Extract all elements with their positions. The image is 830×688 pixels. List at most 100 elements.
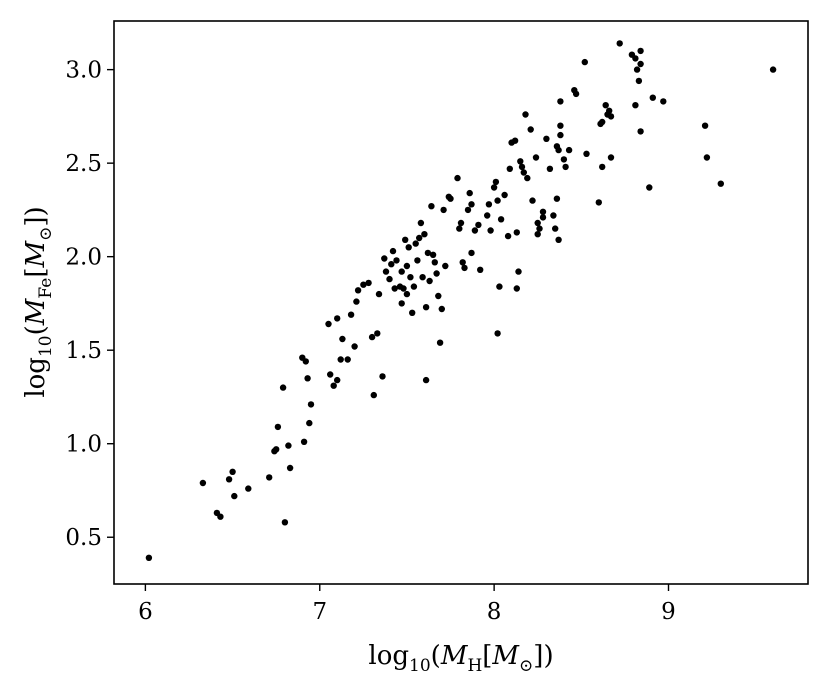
x-tick-label: 7: [312, 599, 327, 625]
data-point: [426, 277, 433, 285]
data-point: [382, 268, 390, 275]
data-point: [560, 156, 568, 163]
data-point: [599, 118, 606, 126]
data-point: [354, 287, 362, 294]
data-point: [557, 131, 564, 139]
data-point: [281, 519, 289, 526]
data-point: [436, 339, 444, 346]
data-point: [501, 191, 508, 199]
data-point: [402, 236, 409, 243]
data-point: [581, 58, 588, 66]
data-point: [565, 146, 573, 154]
data-point: [632, 55, 639, 62]
data-point: [386, 275, 393, 283]
data-point: [274, 423, 282, 431]
data-point: [414, 257, 421, 264]
data-point: [461, 264, 468, 272]
data-point: [327, 371, 334, 378]
data-point: [607, 113, 615, 120]
data-point: [403, 262, 411, 270]
data-point: [484, 212, 491, 219]
data-point: [410, 283, 418, 290]
data-point: [339, 335, 346, 343]
data-point: [266, 474, 273, 481]
data-point: [497, 216, 505, 223]
data-point: [409, 309, 416, 316]
data-point: [532, 154, 540, 161]
data-point: [245, 485, 252, 492]
data-point: [475, 221, 482, 229]
y-tick-label: 3.0: [65, 58, 102, 84]
data-point: [422, 376, 430, 384]
data-point: [429, 251, 437, 258]
data-point: [539, 214, 547, 221]
data-point: [632, 102, 639, 109]
data-point: [375, 290, 383, 298]
data-point: [286, 464, 294, 472]
data-point: [400, 285, 407, 292]
data-point: [557, 98, 564, 105]
data-point: [599, 163, 606, 171]
data-point: [435, 292, 442, 300]
x-tick-label: 6: [138, 599, 153, 625]
data-point: [438, 305, 445, 313]
data-point: [225, 476, 233, 483]
data-point: [522, 111, 529, 118]
y-tick-label: 0.5: [65, 525, 102, 551]
data-point: [416, 234, 423, 242]
data-point: [353, 298, 360, 305]
y-tick-label: 2.5: [65, 151, 102, 177]
data-point: [279, 384, 287, 391]
data-point: [562, 163, 569, 171]
data-point: [456, 225, 463, 232]
data-point: [660, 98, 667, 105]
data-point: [616, 40, 623, 47]
data-point: [199, 479, 207, 487]
data-point: [407, 274, 414, 281]
data-point: [285, 442, 292, 449]
data-point: [468, 201, 475, 208]
data-point: [637, 47, 644, 55]
data-point: [649, 94, 656, 101]
data-point: [360, 281, 367, 288]
data-point: [485, 201, 493, 208]
data-point: [273, 446, 280, 453]
y-axis: 0.5 1.0 1.5 2.0 2.5 3.0: [65, 58, 114, 551]
data-point: [440, 206, 447, 214]
data-point: [466, 189, 473, 197]
x-tick-label: 9: [661, 599, 676, 625]
data-point: [325, 320, 332, 328]
data-point: [496, 283, 503, 290]
data-point: [403, 290, 411, 298]
data-point: [513, 285, 520, 292]
data-point: [398, 300, 405, 307]
data-point: [464, 206, 472, 214]
data-point: [417, 219, 425, 227]
data-point: [769, 66, 777, 73]
data-point: [365, 279, 372, 287]
data-point: [421, 231, 428, 238]
data-point: [393, 257, 400, 264]
data-point: [334, 315, 341, 322]
data-point: [572, 90, 580, 98]
data-point: [543, 135, 550, 142]
data-point: [351, 343, 358, 350]
data-point: [433, 270, 440, 277]
data-point: [471, 227, 479, 234]
data-point: [334, 376, 341, 384]
data-point: [637, 128, 644, 135]
data-point: [494, 330, 501, 337]
data-point: [555, 146, 562, 154]
data-point: [633, 66, 641, 73]
data-point: [307, 401, 315, 408]
data-point: [379, 373, 386, 380]
data-point: [419, 274, 426, 281]
plot-area: [145, 40, 777, 561]
data-point: [635, 77, 643, 85]
data-point: [347, 311, 355, 318]
data-point: [145, 554, 153, 561]
data-point: [583, 150, 590, 157]
x-axis-label: log10(MH[M⊙]): [368, 641, 553, 676]
data-point: [457, 219, 465, 227]
